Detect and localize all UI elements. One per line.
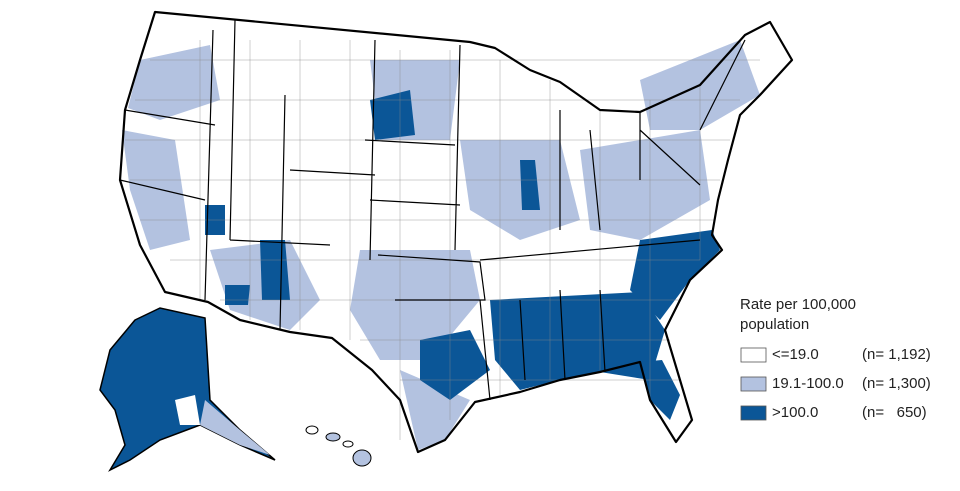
- legend-swatch: [740, 405, 767, 421]
- legend-swatch: [740, 376, 767, 392]
- region: [520, 160, 540, 210]
- region: [350, 250, 480, 360]
- legend-title: Rate per 100,000: [740, 296, 856, 313]
- alaska-region: [200, 400, 270, 455]
- island: [352, 449, 372, 467]
- region: [630, 230, 720, 320]
- region: [420, 330, 490, 400]
- us-map: [99, 10, 794, 472]
- hawaii: [305, 425, 372, 467]
- legend-count: (n= 650): [862, 404, 927, 421]
- legend: Rate per 100,000 population <=19.0 (n= 1,…: [740, 296, 931, 421]
- legend-title: population: [740, 316, 809, 333]
- state-line: [119, 19, 746, 401]
- us-border: [118, 10, 794, 454]
- region: [580, 130, 710, 240]
- island: [325, 432, 341, 442]
- legend-count: (n= 1,300): [862, 375, 931, 392]
- island: [305, 425, 319, 435]
- region: [128, 45, 220, 120]
- region: [490, 292, 665, 390]
- island: [342, 440, 354, 448]
- alaska-region: [175, 395, 200, 425]
- region: [225, 285, 250, 305]
- state-lines: [119, 19, 746, 401]
- high-counties: [205, 90, 720, 420]
- legend-count: (n= 1,192): [862, 346, 931, 363]
- legend-label: <=19.0: [772, 346, 819, 363]
- region: [400, 370, 470, 450]
- legend-swatch: [740, 347, 767, 363]
- region: [370, 90, 415, 140]
- legend-label: >100.0: [772, 404, 818, 421]
- legend-label: 19.1-100.0: [772, 375, 844, 392]
- region: [260, 240, 290, 300]
